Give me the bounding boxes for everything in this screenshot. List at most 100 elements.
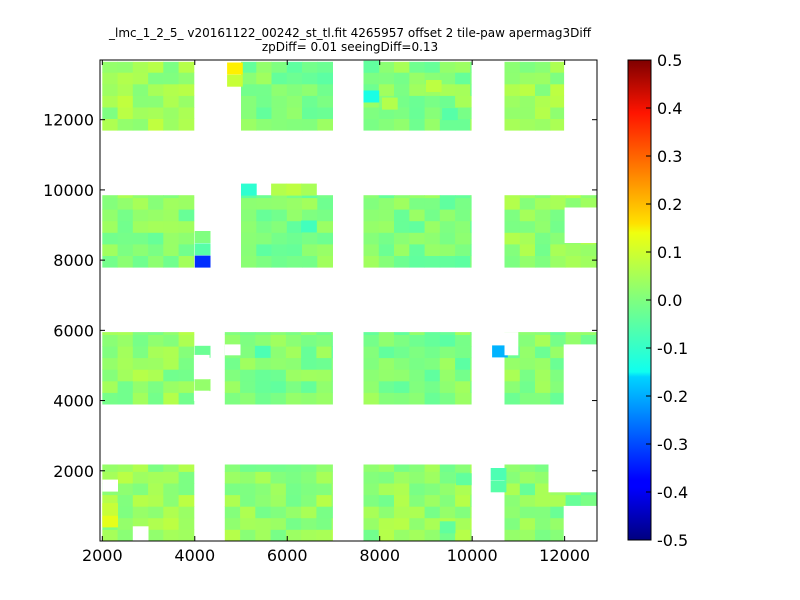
heatmap-cell xyxy=(331,392,333,405)
heatmap-cell xyxy=(163,369,179,382)
heatmap-empty-cell xyxy=(193,390,210,401)
heatmap-cell xyxy=(565,255,582,268)
heatmap-cell xyxy=(178,483,195,496)
x-axis: 2000 4000 6000 8000 10000 12000 xyxy=(82,60,590,565)
heatmap-cell xyxy=(178,209,195,222)
heatmap-cell xyxy=(241,183,257,196)
heatmap-cell xyxy=(519,197,536,210)
heatmap-cell xyxy=(470,220,472,233)
heatmap-cell xyxy=(102,209,118,222)
heatmap-cell xyxy=(409,517,425,530)
heatmap-cell xyxy=(519,506,536,519)
heatmap-cell xyxy=(163,334,179,347)
heatmap-cell xyxy=(316,464,333,472)
heatmap-cell xyxy=(317,118,333,131)
heatmap-cell xyxy=(535,61,551,73)
heatmap-cell xyxy=(455,197,471,210)
heatmap-cell xyxy=(163,220,179,233)
heatmap-cell xyxy=(317,255,333,268)
heatmap-cell xyxy=(285,529,302,542)
heatmap-cell xyxy=(550,357,566,370)
heatmap-cell xyxy=(519,332,536,335)
heatmap-cell xyxy=(256,118,272,131)
heatmap-cell xyxy=(394,61,410,73)
heatmap-cell xyxy=(439,72,456,85)
heatmap-cell xyxy=(148,197,164,210)
heatmap-cell xyxy=(102,83,118,96)
heatmap-cell xyxy=(470,118,472,131)
heatmap-cell xyxy=(117,494,134,507)
heatmap-cell xyxy=(535,332,551,335)
heatmap-cell xyxy=(270,334,287,347)
heatmap-cell xyxy=(132,95,149,108)
heatmap-cell xyxy=(455,517,471,530)
heatmap-cell xyxy=(455,346,471,359)
heatmap-cell xyxy=(424,209,441,222)
heatmap-cell xyxy=(240,392,256,405)
heatmap-cell xyxy=(378,197,395,210)
heatmap-cell xyxy=(117,118,134,131)
heatmap-cell xyxy=(439,255,456,268)
heatmap-cell xyxy=(132,369,149,382)
heatmap-cell xyxy=(132,494,149,507)
heatmap-cell xyxy=(535,483,551,496)
heatmap-cell xyxy=(470,332,472,335)
heatmap-cell xyxy=(163,494,179,507)
heatmap-cell xyxy=(409,83,425,96)
heatmap-cell xyxy=(178,529,195,542)
heatmap-cell xyxy=(285,464,302,472)
heatmap-cell xyxy=(470,392,472,405)
heatmap-cell xyxy=(302,232,318,245)
heatmap-cell xyxy=(409,357,425,370)
heatmap-cell xyxy=(535,83,551,96)
heatmap-cell xyxy=(271,83,288,96)
heatmap-cell xyxy=(271,197,288,210)
heatmap-cell xyxy=(470,61,472,73)
heatmap-cell xyxy=(456,473,472,486)
heatmap-cell xyxy=(439,209,456,222)
heatmap-cell xyxy=(331,517,333,530)
heatmap-cell xyxy=(470,195,472,199)
chart-title: _lmc_1_2_5_ v20161122_00242_st_tl.fit 42… xyxy=(109,26,591,40)
heatmap-cell xyxy=(424,464,441,472)
heatmap-cell xyxy=(550,392,566,405)
heatmap-cell xyxy=(470,380,472,393)
heatmap-cell xyxy=(580,494,597,507)
heatmap-cell xyxy=(163,357,179,370)
heatmap-cell xyxy=(178,357,195,370)
heatmap-cell xyxy=(102,346,118,359)
heatmap-cell xyxy=(455,72,471,85)
heatmap-cell xyxy=(301,380,317,393)
heatmap-cell xyxy=(117,380,134,393)
heatmap-cell xyxy=(439,232,456,245)
heatmap-cell xyxy=(455,464,471,472)
heatmap-cell xyxy=(178,494,195,507)
heatmap-cell xyxy=(256,195,272,199)
heatmap-cell xyxy=(163,244,179,256)
y-tick-label: 6000 xyxy=(53,321,94,340)
heatmap-cell xyxy=(256,220,272,233)
heatmap-cell xyxy=(301,471,317,484)
heatmap-cell xyxy=(439,332,456,335)
heatmap-cell xyxy=(102,220,118,233)
heatmap-cell xyxy=(163,118,179,131)
heatmap-cell xyxy=(378,369,395,382)
heatmap-cell xyxy=(102,515,118,528)
heatmap-cell xyxy=(424,529,441,542)
heatmap-cell xyxy=(455,95,471,108)
heatmap-cell xyxy=(455,83,471,96)
heatmap-cell xyxy=(271,118,288,131)
heatmap-cell xyxy=(148,369,164,382)
heatmap-cell xyxy=(519,118,536,131)
heatmap-cell xyxy=(301,369,317,382)
heatmap-cell xyxy=(394,83,410,96)
heatmap-cell xyxy=(317,83,333,96)
heatmap-cell xyxy=(286,118,303,131)
heatmap-cell xyxy=(363,232,380,245)
heatmap-cell xyxy=(148,83,164,96)
heatmap-cell xyxy=(117,464,134,472)
heatmap-cell xyxy=(117,232,134,245)
heatmap-cell xyxy=(316,506,333,519)
heatmap-cell xyxy=(117,244,134,256)
